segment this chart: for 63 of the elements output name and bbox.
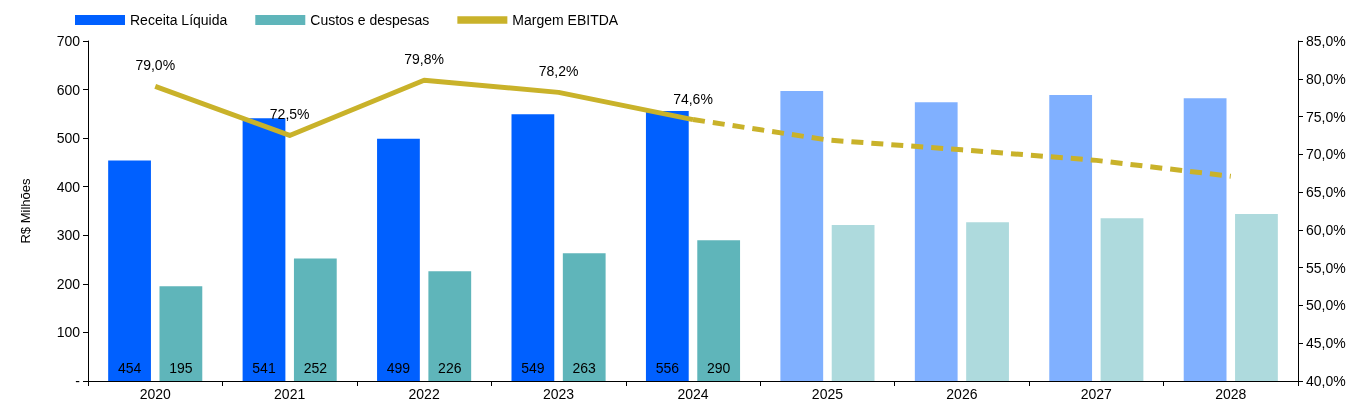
bar xyxy=(1100,218,1144,381)
legend-label: Receita Líquida xyxy=(130,12,228,28)
bar xyxy=(159,286,203,381)
data-label: 195 xyxy=(169,360,193,376)
bar xyxy=(780,91,824,381)
y-tick-label: 200 xyxy=(56,275,81,292)
y2-tick-label: 70,0% xyxy=(1306,146,1346,163)
x-tick-label: 2026 xyxy=(946,386,978,402)
bar xyxy=(645,110,689,381)
y-tick-label: 300 xyxy=(56,227,81,244)
bar xyxy=(966,222,1009,381)
bar xyxy=(697,240,741,381)
x-tick-label: 2027 xyxy=(1080,386,1113,402)
y-tick-label: 400 xyxy=(56,178,81,195)
x-tick-label: 2020 xyxy=(139,386,171,402)
bar xyxy=(428,271,472,381)
data-label: 78,2% xyxy=(538,63,579,80)
legend-label: Custos e despesas xyxy=(310,12,430,28)
y2-tick-label: 75,0% xyxy=(1306,108,1346,125)
data-label: 74,6% xyxy=(673,90,713,107)
bar xyxy=(293,258,337,381)
bar xyxy=(914,102,958,381)
y2-tick-label: 65,0% xyxy=(1306,184,1346,201)
data-label: 499 xyxy=(386,360,411,376)
y2-tick-label: 60,0% xyxy=(1306,221,1346,238)
y2-tick-label: 45,0% xyxy=(1306,335,1346,352)
data-label: 72,5% xyxy=(269,106,310,123)
y-tick-label: 500 xyxy=(56,130,81,147)
data-label: 556 xyxy=(655,360,680,376)
x-tick-label: 2022 xyxy=(408,386,440,402)
x-tick-label: 2023 xyxy=(542,386,575,402)
bar xyxy=(108,160,151,381)
x-tick-label: 2021 xyxy=(274,386,306,402)
y2-tick-label: 40,0% xyxy=(1306,373,1346,389)
x-tick-label: 2025 xyxy=(811,386,844,402)
x-tick-label: 2028 xyxy=(1215,386,1247,402)
bar xyxy=(831,225,875,381)
y2-tick-label: 50,0% xyxy=(1306,297,1346,314)
bar xyxy=(511,114,555,381)
y-axis-title: R$ Milhões xyxy=(18,177,33,244)
x-tick-label: 2024 xyxy=(677,386,709,402)
data-label: 549 xyxy=(521,360,545,376)
bar xyxy=(1235,213,1278,381)
data-label: 454 xyxy=(117,360,142,376)
y2-tick-label: 85,0% xyxy=(1306,33,1346,49)
data-label: 263 xyxy=(572,360,597,376)
bar xyxy=(1183,98,1227,381)
bar xyxy=(562,253,606,381)
data-label: 252 xyxy=(303,360,328,376)
y2-tick-label: 80,0% xyxy=(1306,70,1346,87)
data-label: 290 xyxy=(706,360,731,376)
y-tick-label: 700 xyxy=(56,33,81,49)
y-tick-label: - xyxy=(75,373,81,389)
y-tick-label: 100 xyxy=(56,324,81,341)
legend-label: Margem EBITDA xyxy=(512,12,619,28)
data-label: 541 xyxy=(252,360,276,376)
data-label: 79,8% xyxy=(404,51,444,68)
y-tick-label: 600 xyxy=(56,81,81,98)
data-label: 79,0% xyxy=(135,57,176,74)
bar xyxy=(377,138,420,381)
bar xyxy=(1049,94,1093,381)
y2-tick-label: 55,0% xyxy=(1306,259,1346,276)
data-label: 226 xyxy=(438,360,462,376)
